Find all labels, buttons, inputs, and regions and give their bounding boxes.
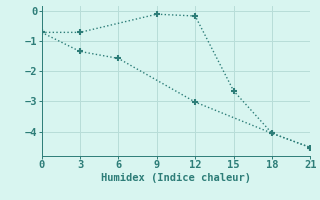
X-axis label: Humidex (Indice chaleur): Humidex (Indice chaleur)	[101, 173, 251, 183]
